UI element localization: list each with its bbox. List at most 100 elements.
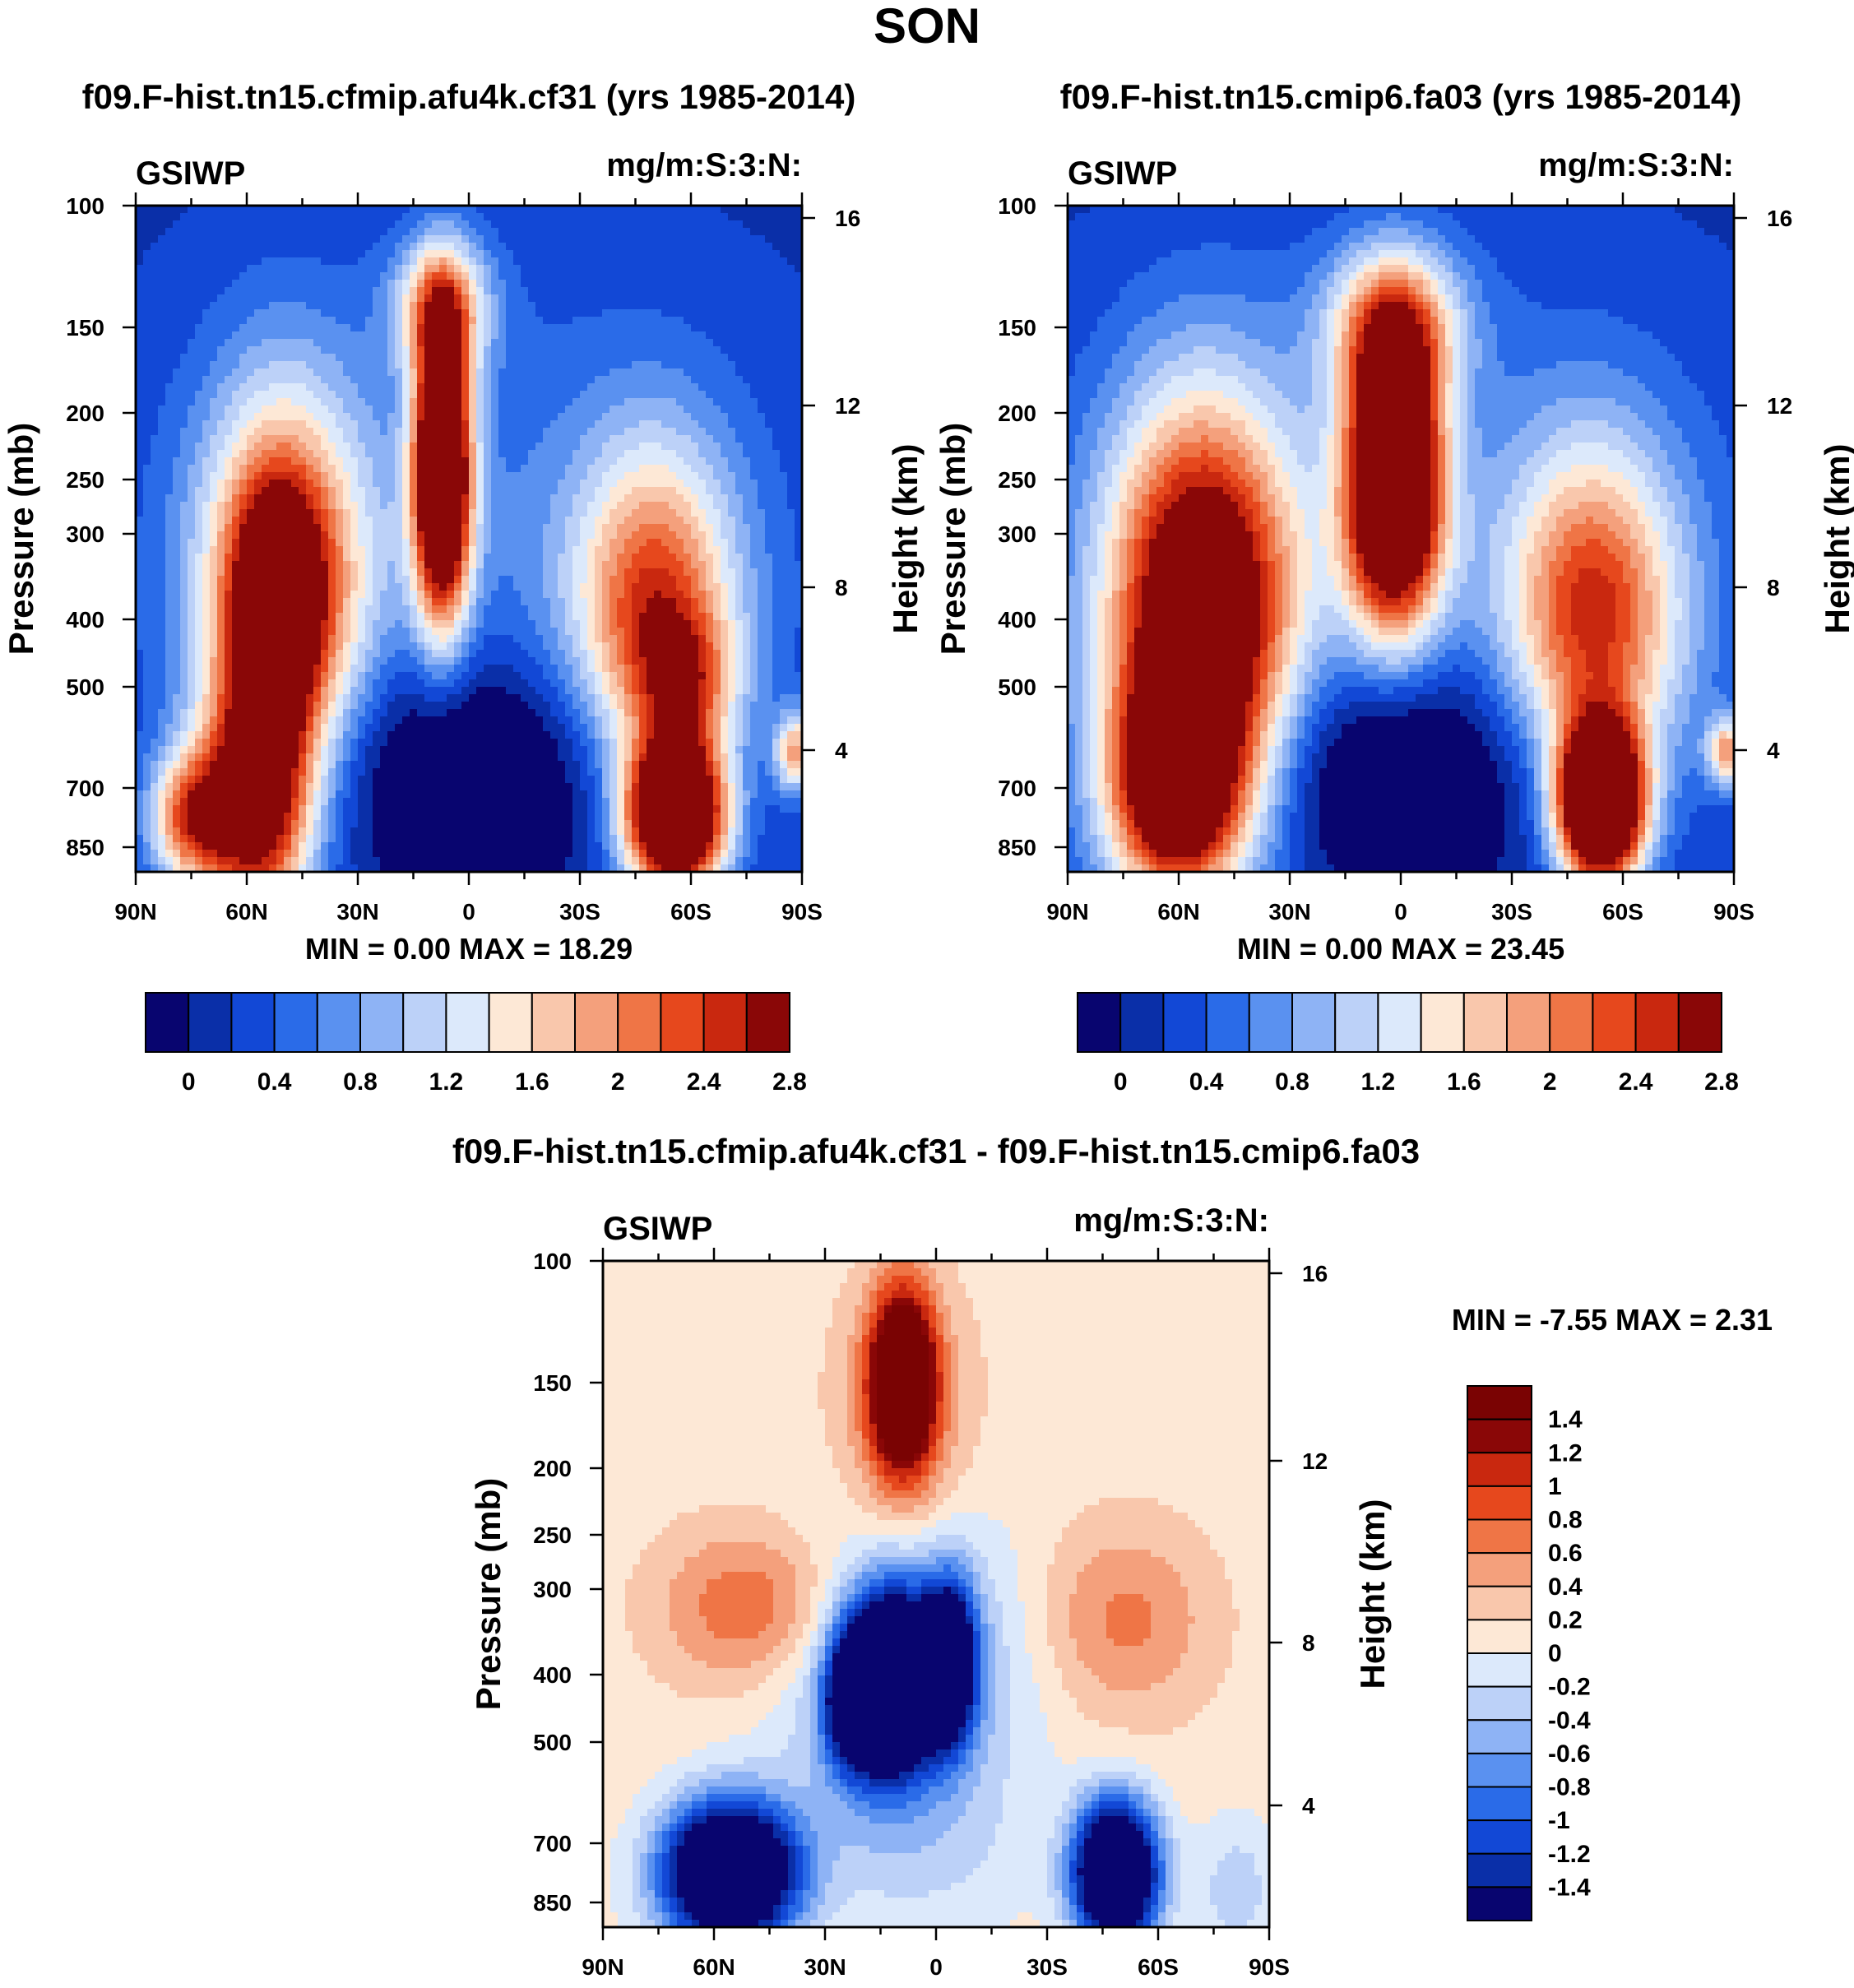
field-cell <box>558 280 566 288</box>
field-cell <box>661 598 670 606</box>
field-cell <box>188 213 196 221</box>
field-cell <box>432 294 440 303</box>
field-cell <box>306 339 314 347</box>
field-cell <box>447 235 455 243</box>
field-cell <box>535 302 544 310</box>
field-cell <box>684 398 692 406</box>
field-cell <box>676 376 684 384</box>
field-cell <box>661 206 670 214</box>
field-cell <box>328 257 336 266</box>
field-cell <box>387 331 396 340</box>
field-cell <box>195 494 203 503</box>
field-cell <box>358 524 366 532</box>
field-cell <box>728 228 736 236</box>
field-cell <box>706 546 714 554</box>
field-cell <box>743 435 751 443</box>
field-cell <box>306 420 314 429</box>
field-cell <box>669 546 677 554</box>
field-cell <box>772 502 781 510</box>
field-cell <box>610 243 618 251</box>
field-cell <box>165 257 174 266</box>
field-cell <box>188 376 196 384</box>
field-cell <box>291 450 299 458</box>
field-cell <box>180 206 188 214</box>
field-cell <box>417 568 425 577</box>
field-cell <box>373 257 381 266</box>
field-cell <box>676 591 684 599</box>
field-cell <box>195 257 203 266</box>
field-cell <box>535 531 544 540</box>
field-cell <box>217 228 225 236</box>
field-cell <box>432 605 440 614</box>
field-cell <box>432 443 440 451</box>
field-cell <box>380 272 388 280</box>
field-cell <box>558 257 566 266</box>
field-cell <box>173 413 181 421</box>
field-cell <box>624 368 633 377</box>
field-cell <box>299 613 307 621</box>
field-cell <box>232 383 240 392</box>
field-cell <box>624 583 633 591</box>
field-cell <box>328 457 336 466</box>
field-cell <box>654 280 662 288</box>
field-cell <box>180 465 188 473</box>
field-cell <box>217 435 225 443</box>
field-cell <box>380 339 388 347</box>
field-cell <box>165 287 174 295</box>
field-cell <box>410 376 418 384</box>
field-cell <box>358 457 366 466</box>
field-cell <box>313 398 322 406</box>
field-cell <box>447 531 455 540</box>
field-cell <box>284 561 292 569</box>
field-cell <box>151 613 159 621</box>
field-cell <box>484 346 492 355</box>
field-cell <box>610 391 618 399</box>
field-cell <box>365 480 373 488</box>
field-cell <box>543 361 551 369</box>
field-cell <box>558 546 566 554</box>
field-cell <box>395 206 403 214</box>
field-cell <box>454 465 462 473</box>
field-cell <box>521 220 529 229</box>
field-cell <box>373 443 381 451</box>
field-cell <box>698 220 707 229</box>
field-cell <box>676 287 684 295</box>
field-cell <box>684 524 692 532</box>
field-cell <box>521 509 529 517</box>
field-cell <box>365 598 373 606</box>
field-cell <box>787 443 795 451</box>
field-cell <box>595 272 603 280</box>
field-cell <box>291 561 299 569</box>
field-cell <box>254 531 262 540</box>
field-cell <box>691 206 699 214</box>
field-cell <box>402 509 410 517</box>
field-cell <box>299 331 307 340</box>
field-cell <box>262 265 270 273</box>
field-cell <box>432 457 440 466</box>
field-cell <box>735 302 744 310</box>
field-cell <box>247 368 255 377</box>
field-cell <box>558 605 566 614</box>
field-cell <box>158 280 166 288</box>
field-cell <box>254 272 262 280</box>
field-cell <box>328 494 336 503</box>
field-cell <box>299 435 307 443</box>
field-cell <box>328 302 336 310</box>
field-cell <box>543 568 551 577</box>
field-cell <box>276 391 285 399</box>
field-cell <box>632 450 640 458</box>
field-cell <box>498 368 507 377</box>
field-cell <box>439 539 447 547</box>
field-cell <box>750 302 758 310</box>
field-cell <box>513 368 521 377</box>
field-cell <box>188 576 196 584</box>
field-cell <box>447 591 455 599</box>
field-cell <box>654 243 662 251</box>
field-cell <box>521 591 529 599</box>
field-cell <box>484 331 492 340</box>
field-cell <box>410 413 418 421</box>
field-cell <box>173 494 181 503</box>
field-cell <box>795 302 802 310</box>
field-cell <box>787 554 795 562</box>
field-cell <box>469 228 477 236</box>
